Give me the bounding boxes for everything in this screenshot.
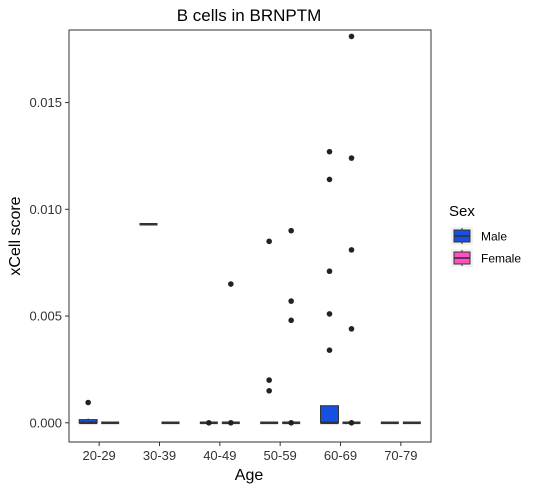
outlier-point-female-50-59-0 [288, 227, 294, 234]
outlier-point-male-60-69-1 [326, 176, 333, 183]
legend: Sex Male Female [449, 203, 521, 267]
legend-label-female: Female [481, 252, 521, 266]
chart-title: B cells in BRNPTM [177, 6, 322, 25]
plot-marks [78, 33, 421, 426]
legend-title: Sex [449, 203, 475, 220]
x-tick-label: 70-79 [384, 448, 417, 463]
x-tick-label: 30-39 [143, 448, 176, 463]
outlier-point-female-50-59-2 [288, 317, 294, 324]
box-male-60-69 [320, 405, 339, 424]
x-axis-title: Age [235, 467, 264, 484]
outlier-point-male-60-69-4 [326, 347, 333, 354]
x-tick-label: 40-49 [203, 448, 236, 463]
outlier-point-female-50-59-1 [288, 298, 294, 304]
y-axis-title: xCell score [7, 196, 24, 275]
legend-label-male: Male [481, 230, 507, 244]
outlier-point-male-40-49-0 [206, 419, 212, 426]
outlier-point-male-60-69-3 [326, 311, 333, 317]
outlier-point-male-60-69-0 [326, 148, 333, 155]
y-tick-label: 0.005 [29, 309, 62, 324]
y-tick-label: 0.000 [29, 415, 62, 430]
plot-panel [68, 29, 432, 443]
outlier-point-female-60-69-2 [348, 247, 355, 253]
outlier-point-male-50-59-1 [266, 377, 272, 383]
y-tick-label: 0.015 [29, 95, 62, 110]
outlier-point-female-60-69-0 [348, 33, 355, 40]
x-tick-label: 50-59 [264, 448, 297, 463]
y-tick-label: 0.010 [29, 202, 62, 217]
outlier-point-male-50-59-0 [266, 238, 272, 245]
x-tick-label: 60-69 [324, 448, 357, 463]
y-axis: 0.000 0.005 0.010 0.015 [29, 95, 69, 430]
outlier-point-male-50-59-2 [266, 387, 272, 394]
outlier-point-female-60-69-4 [348, 419, 355, 426]
x-axis: 20-29 30-39 40-49 50-59 60-69 70-79 [83, 442, 417, 463]
outlier-point-male-20-29-0 [85, 399, 91, 406]
outlier-point-female-40-49-1 [228, 419, 234, 426]
outlier-point-female-60-69-1 [348, 155, 355, 161]
outlier-point-female-50-59-3 [288, 419, 294, 426]
outlier-point-female-60-69-3 [348, 326, 355, 332]
outlier-point-male-60-69-2 [326, 268, 333, 275]
x-tick-label: 20-29 [83, 448, 116, 463]
outlier-point-female-40-49-0 [228, 281, 234, 287]
